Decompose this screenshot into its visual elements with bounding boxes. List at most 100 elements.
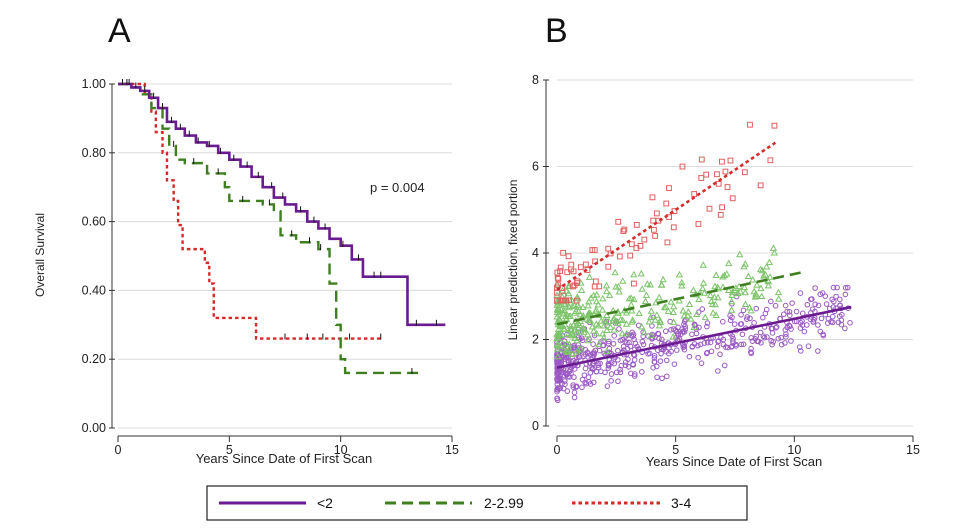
scatter-point bbox=[740, 283, 749, 291]
scatter-point bbox=[829, 296, 835, 303]
scatter-point bbox=[579, 384, 585, 391]
scatter-point bbox=[629, 329, 636, 336]
panel-a-censor-marks bbox=[121, 79, 437, 374]
scatter-point bbox=[769, 330, 776, 336]
scatter-point bbox=[701, 313, 709, 321]
scatter-point bbox=[580, 325, 589, 333]
scatter-point bbox=[823, 301, 830, 307]
scatter-point bbox=[773, 324, 780, 330]
scatter-point bbox=[628, 318, 636, 325]
scatter-point bbox=[625, 294, 633, 302]
scatter-point bbox=[734, 289, 742, 297]
scatter-point bbox=[589, 291, 598, 299]
scatter-point bbox=[577, 264, 584, 271]
y-tick-label: 4 bbox=[532, 246, 539, 260]
panel-a-axes: 0.00 0.20 0.40 0.60 0.80 1.00 0 5 10 15 bbox=[82, 77, 459, 457]
scatter-point bbox=[615, 347, 621, 354]
fit-line-2-2.99 bbox=[556, 271, 802, 326]
x-tick-label: 5 bbox=[672, 443, 679, 457]
scatter-point bbox=[689, 286, 698, 293]
scatter-point bbox=[613, 369, 620, 376]
scatter-point bbox=[639, 369, 645, 375]
scatter-point bbox=[842, 291, 849, 298]
scatter-point bbox=[573, 383, 580, 390]
scatter-point bbox=[653, 210, 660, 217]
scatter-point bbox=[732, 341, 739, 348]
scatter-point bbox=[738, 311, 744, 318]
scatter-point bbox=[670, 326, 677, 332]
scatter-point bbox=[606, 323, 615, 330]
scatter-point bbox=[640, 341, 647, 348]
scatter-point bbox=[724, 184, 731, 190]
scatter-point bbox=[796, 344, 803, 350]
scatter-point bbox=[717, 211, 724, 218]
scatter-point bbox=[719, 204, 725, 211]
legend-label-lt2: <2 bbox=[317, 495, 333, 511]
scatter-point bbox=[555, 315, 563, 322]
scatter-point bbox=[663, 348, 669, 355]
scatter-point bbox=[556, 307, 564, 315]
scatter-point bbox=[584, 336, 592, 344]
panel-a-y-axis-title: Overall Survival bbox=[33, 213, 47, 297]
y-tick-label: 0.60 bbox=[82, 215, 106, 229]
scatter-point bbox=[606, 338, 612, 345]
scatter-point bbox=[604, 383, 611, 389]
scatter-point bbox=[830, 284, 837, 291]
scatter-point bbox=[576, 354, 582, 360]
scatter-point bbox=[563, 339, 571, 347]
scatter-point bbox=[706, 291, 715, 299]
scatter-point bbox=[590, 327, 598, 334]
scatter-point bbox=[554, 330, 562, 338]
scatter-point bbox=[585, 308, 593, 316]
km-curve-3-4 bbox=[118, 82, 381, 340]
scatter-point bbox=[645, 317, 653, 325]
scatter-point bbox=[553, 297, 562, 305]
scatter-point bbox=[747, 306, 755, 314]
scatter-point bbox=[594, 321, 602, 329]
legend-label-2-2-99: 2-2.99 bbox=[484, 495, 524, 511]
scatter-point bbox=[571, 374, 577, 381]
scatter-point bbox=[764, 277, 773, 285]
scatter-point bbox=[712, 271, 720, 278]
scatter-point bbox=[773, 325, 779, 331]
scatter-point bbox=[691, 321, 698, 328]
scatter-point bbox=[704, 349, 711, 356]
scatter-point bbox=[610, 314, 618, 322]
scatter-point bbox=[562, 381, 568, 387]
y-tick-label: 2 bbox=[532, 333, 539, 347]
scatter-point bbox=[584, 301, 592, 309]
scatter-point bbox=[571, 334, 579, 342]
scatter-point bbox=[711, 282, 719, 290]
scatter-point bbox=[619, 277, 627, 284]
scatter-point bbox=[763, 306, 770, 313]
scatter-point bbox=[762, 262, 771, 270]
scatter-point bbox=[818, 315, 825, 322]
scatter-point bbox=[597, 317, 605, 324]
scatter-point bbox=[564, 269, 571, 276]
scatter-point bbox=[568, 302, 577, 309]
scatter-point bbox=[582, 379, 588, 386]
scatter-point bbox=[749, 338, 756, 344]
scatter-point bbox=[568, 261, 575, 268]
panel-a-letter: A bbox=[108, 12, 131, 50]
scatter-point bbox=[757, 182, 764, 189]
scatter-point bbox=[611, 360, 618, 367]
scatter-point bbox=[703, 171, 710, 178]
legend-label-3-4: 3-4 bbox=[671, 495, 691, 511]
scatter-point bbox=[603, 326, 611, 333]
scatter-point bbox=[630, 295, 638, 303]
scatter-point bbox=[797, 325, 804, 331]
scatter-point bbox=[563, 371, 570, 378]
scatter-point bbox=[715, 338, 722, 344]
scatter-point bbox=[678, 281, 686, 289]
scatter-point bbox=[652, 232, 659, 239]
p-value-annotation: p = 0.004 bbox=[370, 180, 425, 195]
scatter-point bbox=[775, 295, 783, 302]
scatter-point bbox=[554, 395, 560, 402]
scatter-point bbox=[671, 361, 678, 367]
scatter-point bbox=[768, 337, 774, 344]
scatter-point bbox=[738, 341, 745, 348]
scatter-point bbox=[663, 200, 670, 207]
scatter-point bbox=[574, 319, 582, 326]
scatter-point bbox=[738, 321, 745, 327]
